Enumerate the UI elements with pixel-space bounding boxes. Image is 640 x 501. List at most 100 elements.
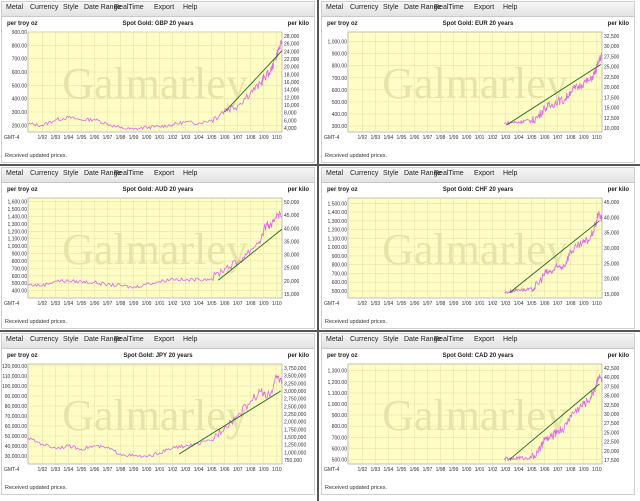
watermark: Galmarley — [62, 59, 248, 108]
timezone-label: GMT-4 — [4, 467, 19, 473]
menu-realtime[interactable]: RealTime — [114, 170, 144, 177]
menu-currency[interactable]: Currency — [30, 4, 59, 11]
y-tick-label: 500.00 — [12, 281, 28, 287]
right-tick-label: 1,500,000 — [284, 435, 306, 441]
menu-metal[interactable]: Metal — [6, 4, 24, 11]
menu-currency[interactable]: Currency — [350, 4, 379, 11]
menu-export[interactable]: Export — [474, 336, 495, 343]
x-tick-label: 1/08 — [246, 135, 256, 141]
watermark: Galmarley — [382, 225, 568, 274]
x-tick-label: 1/01 — [155, 467, 165, 473]
x-tick-label: 1/10 — [592, 467, 602, 473]
plot-area — [347, 31, 603, 133]
x-tick-label: 1/09 — [259, 467, 269, 473]
menu-export[interactable]: Export — [474, 4, 495, 11]
plot-area — [347, 363, 603, 465]
menu-date-range[interactable]: Date Range — [404, 170, 442, 177]
x-tick-label: 1/94 — [384, 467, 394, 473]
menu-realtime[interactable]: RealTime — [434, 336, 464, 343]
menu-date-range[interactable]: Date Range — [404, 4, 442, 11]
price-series-line — [504, 211, 603, 295]
menu-export[interactable]: Export — [154, 170, 175, 177]
menu-style[interactable]: Style — [383, 336, 399, 343]
menu-help[interactable]: Help — [183, 4, 198, 11]
x-tick-label: 1/08 — [246, 301, 256, 307]
x-tick-label: 1/10 — [272, 467, 282, 473]
right-tick-label: 2,500,000 — [284, 404, 306, 410]
y-tick-label: 1,300.00 — [328, 369, 348, 375]
menu-style[interactable]: Style — [383, 4, 399, 11]
right-tick-label: 10,000 — [604, 126, 620, 132]
horizontal-divider-1 — [0, 164, 640, 166]
menu-help[interactable]: Help — [183, 336, 198, 343]
y-tick-label: 800.00 — [332, 64, 348, 70]
x-tick-label: 1/03 — [501, 301, 511, 307]
x-tick-label: 1/06 — [220, 301, 230, 307]
y-tick-label: 60,000.00 — [5, 424, 27, 430]
menu-realtime[interactable]: RealTime — [434, 4, 464, 11]
menu-metal[interactable]: Metal — [326, 170, 344, 177]
menu-export[interactable]: Export — [154, 336, 175, 343]
y-tick-label: 500.00 — [332, 289, 348, 295]
chart-svg: per troy oz Spot Gold: AUD 20 years per ki… — [4, 187, 309, 307]
chart-panel-4: Metal Currency Style Date Range RealTime Expo… — [321, 167, 635, 329]
menu-metal[interactable]: Metal — [6, 170, 24, 177]
menu-export[interactable]: Export — [474, 170, 495, 177]
x-tick-label: 1/10 — [272, 135, 282, 141]
y-tick-label: 1,400.00 — [328, 210, 348, 216]
x-tick-label: 1/92 — [357, 135, 367, 141]
menu-currency[interactable]: Currency — [350, 336, 379, 343]
menu-date-range[interactable]: Date Range — [404, 336, 442, 343]
menu-currency[interactable]: Currency — [350, 170, 379, 177]
menu-metal[interactable]: Metal — [326, 4, 344, 11]
menu-help[interactable]: Help — [183, 170, 198, 177]
menu-currency[interactable]: Currency — [30, 170, 59, 177]
right-tick-label: 27,500 — [604, 54, 620, 60]
menu-currency[interactable]: Currency — [30, 336, 59, 343]
y-tick-label: 40,000.00 — [5, 444, 27, 450]
x-tick-label: 1/01 — [475, 135, 485, 141]
menu-metal[interactable]: Metal — [326, 336, 344, 343]
y-tick-label: 900.00 — [332, 52, 348, 58]
price-series-line — [27, 374, 283, 458]
menu-style[interactable]: Style — [383, 170, 399, 177]
x-tick-label: 1/97 — [103, 467, 113, 473]
menu-metal[interactable]: Metal — [6, 336, 24, 343]
x-tick-label: 1/98 — [116, 301, 126, 307]
right-tick-label: 2,750,000 — [284, 397, 306, 403]
right-tick-label: 17,500 — [604, 95, 620, 101]
menu-style[interactable]: Style — [63, 4, 79, 11]
menu-help[interactable]: Help — [503, 170, 518, 177]
right-tick-label: 22,000 — [284, 57, 300, 63]
y-tick-label: 30,000.00 — [5, 454, 27, 460]
menu-export[interactable]: Export — [154, 4, 175, 11]
left-unit-label: per troy oz — [7, 187, 38, 193]
right-tick-label: 12,000 — [284, 95, 300, 101]
menu-help[interactable]: Help — [503, 4, 518, 11]
menu-date-range[interactable]: Date Range — [84, 4, 122, 11]
y-tick-label: 400.00 — [12, 97, 28, 103]
menu-help[interactable]: Help — [503, 336, 518, 343]
menu-realtime[interactable]: RealTime — [114, 4, 144, 11]
menu-date-range[interactable]: Date Range — [84, 336, 122, 343]
right-tick-label: 22,500 — [604, 75, 620, 81]
status-text: Received updated prices. — [325, 485, 388, 491]
x-tick-label: 1/08 — [246, 467, 256, 473]
x-tick-label: 1/95 — [397, 467, 407, 473]
menu-date-range[interactable]: Date Range — [84, 170, 122, 177]
x-tick-label: 1/01 — [475, 301, 485, 307]
menu-realtime[interactable]: RealTime — [434, 170, 464, 177]
y-tick-label: 1,500.00 — [8, 207, 28, 213]
x-tick-label: 1/02 — [168, 467, 178, 473]
y-tick-label: 600.00 — [332, 446, 348, 452]
menu-realtime[interactable]: RealTime — [114, 336, 144, 343]
x-tick-label: 1/05 — [207, 135, 217, 141]
chart-title: Spot Gold: JPY 20 years — [123, 353, 193, 359]
x-tick-label: 1/05 — [527, 467, 537, 473]
right-tick-label: 25,000 — [604, 65, 620, 71]
right-unit-label: per kilo — [288, 21, 310, 27]
menu-style[interactable]: Style — [63, 336, 79, 343]
menu-style[interactable]: Style — [63, 170, 79, 177]
right-tick-label: 32,500 — [604, 34, 620, 40]
y-tick-label: 800.00 — [12, 259, 28, 265]
